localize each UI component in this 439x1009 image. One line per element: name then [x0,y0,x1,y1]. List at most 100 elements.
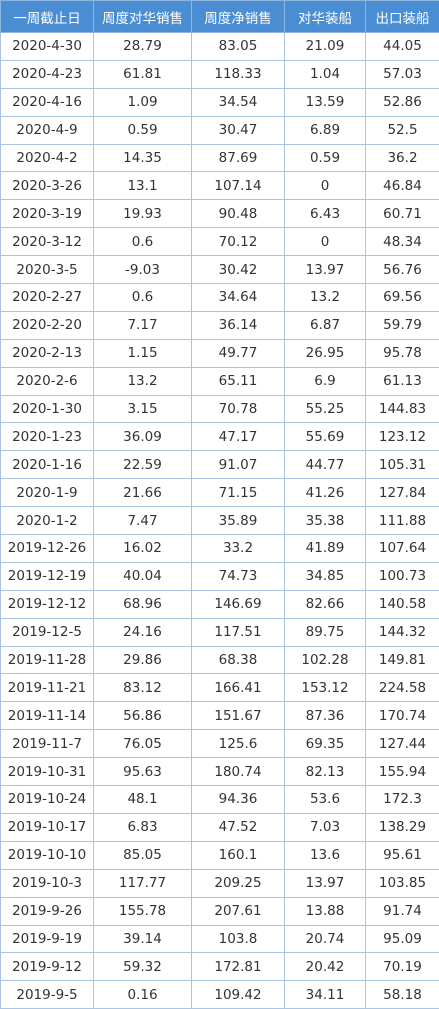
table-cell: 74.73 [191,561,285,591]
table-cell: 36.2 [365,143,439,173]
table-row: 2020-2-27 0.6 34.64 13.2 69.56 [0,283,439,312]
table-cell: 16.02 [93,534,192,563]
table-cell: 153.12 [284,673,366,703]
table-cell: 36.14 [191,310,285,340]
table-cell: 2019-10-31 [0,757,94,787]
table-cell: 58.18 [365,980,439,1009]
table-cell: 155.94 [365,757,439,787]
table-cell: 2020-4-9 [0,115,94,145]
table-cell: 53.6 [284,785,366,814]
table-row: 2019-10-31 95.63 180.74 82.13 155.94 [0,757,439,787]
table-row: 2020-1-2 7.47 35.89 35.38 111.88 [0,506,439,536]
table-cell: 34.11 [284,980,366,1009]
table-cell: 59.32 [93,952,192,982]
table-row: 2019-12-19 40.04 74.73 34.85 100.73 [0,561,439,591]
table-row: 2019-11-14 56.86 151.67 87.36 170.74 [0,701,439,731]
table-cell: 83.05 [191,32,285,61]
table-cell: 68.38 [191,645,285,675]
table-row: 2020-2-13 1.15 49.77 26.95 95.78 [0,338,439,368]
table-cell: 95.63 [93,757,192,787]
table-cell: 41.89 [284,534,366,563]
table-row: 2020-1-16 22.59 91.07 44.77 105.31 [0,450,439,480]
table-cell: 0 [284,227,366,257]
table-cell: 151.67 [191,701,285,731]
table-cell: 166.41 [191,673,285,703]
table-cell: 56.76 [365,255,439,285]
table-row: 2019-11-21 83.12 166.41 153.12 224.58 [0,673,439,703]
table-row: 2020-3-5 -9.03 30.42 13.97 56.76 [0,255,439,285]
table-cell: 2019-12-26 [0,534,94,563]
table-cell: 2020-1-9 [0,478,94,508]
table-cell: 2019-11-14 [0,701,94,731]
table-cell: 85.05 [93,840,192,870]
table-cell: 2020-4-2 [0,143,94,173]
table-cell: 95.78 [365,338,439,368]
header-row: 一周截止日 周度对华销售 周度净销售 对华装船 出口装船 [0,0,439,33]
table-body: 2020-4-30 28.79 83.05 21.09 44.05 2020-4-23 61… [0,32,439,1009]
table-cell: 2020-4-30 [0,32,94,61]
table-cell: 13.88 [284,896,366,926]
table-cell: 70.19 [365,952,439,982]
table-cell: 21.09 [284,32,366,61]
table-cell: 34.54 [191,87,285,117]
table-cell: 155.78 [93,896,192,926]
table-cell: 0 [284,171,366,201]
table-cell: 52.86 [365,87,439,117]
table-cell: 1.09 [93,87,192,117]
table-cell: 69.35 [284,729,366,759]
table-cell: 13.2 [93,366,192,396]
table-row: 2020-1-30 3.15 70.78 55.25 144.83 [0,394,439,424]
table-cell: 44.77 [284,450,366,480]
table-cell: 0.59 [93,115,192,145]
table-cell: 170.74 [365,701,439,731]
table-cell: 2020-3-19 [0,199,94,229]
table-cell: 127.44 [365,729,439,759]
table-cell: 103.85 [365,868,439,898]
table-cell: 0.6 [93,227,192,257]
table-cell: 140.58 [365,589,439,619]
table-cell: 55.25 [284,394,366,424]
header-cell: 周度对华销售 [93,0,192,33]
table-cell: 2019-12-12 [0,589,94,619]
table-cell: 2019-12-19 [0,561,94,591]
table-row: 2019-10-17 6.83 47.52 7.03 138.29 [0,812,439,842]
table-cell: 123.12 [365,422,439,452]
table-cell: 35.89 [191,506,285,536]
table-cell: 13.2 [284,283,366,312]
table-cell: 6.89 [284,115,366,145]
table-cell: 28.79 [93,32,192,61]
table-cell: 2020-3-12 [0,227,94,257]
table-cell: 34.85 [284,561,366,591]
table-row: 2019-10-24 48.1 94.36 53.6 172.3 [0,785,439,814]
table-cell: 56.86 [93,701,192,731]
table-cell: 1.15 [93,338,192,368]
table-cell: 2019-11-7 [0,729,94,759]
table-cell: 138.29 [365,812,439,842]
table-cell: 49.77 [191,338,285,368]
table-cell: 100.73 [365,561,439,591]
table-cell: 13.97 [284,255,366,285]
header-cell: 对华装船 [284,0,366,33]
table-row: 2019-12-12 68.96 146.69 82.66 140.58 [0,589,439,619]
table-cell: 33.2 [191,534,285,563]
table-cell: 2020-2-13 [0,338,94,368]
table-cell: 6.9 [284,366,366,396]
table-cell: 146.69 [191,589,285,619]
table-cell: 46.84 [365,171,439,201]
table-cell: 224.58 [365,673,439,703]
table-cell: 2020-3-5 [0,255,94,285]
table-row: 2020-2-6 13.2 65.11 6.9 61.13 [0,366,439,396]
table-cell: 87.69 [191,143,285,173]
table-row: 2020-3-19 19.93 90.48 6.43 60.71 [0,199,439,229]
table-cell: 180.74 [191,757,285,787]
table-cell: 102.28 [284,645,366,675]
table-cell: 2019-10-17 [0,812,94,842]
table-row: 2019-9-26 155.78 207.61 13.88 91.74 [0,896,439,926]
table-cell: 71.15 [191,478,285,508]
table-cell: 2020-1-2 [0,506,94,536]
table-cell: 103.8 [191,924,285,954]
table-cell: 6.43 [284,199,366,229]
table-row: 2020-4-16 1.09 34.54 13.59 52.86 [0,87,439,117]
